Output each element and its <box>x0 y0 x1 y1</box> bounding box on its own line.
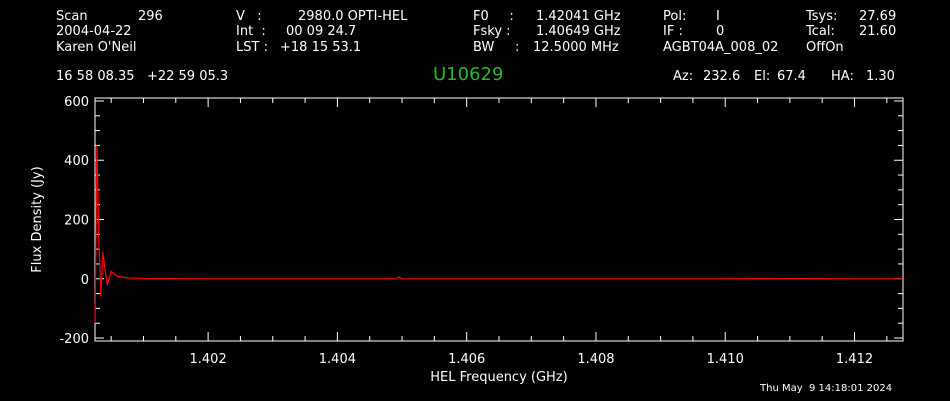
bandwidth-value: 12.5000 MHz <box>533 40 619 55</box>
plot-frame <box>94 97 904 342</box>
x-tick-label: 1.412 <box>836 352 873 367</box>
lst-value: +18 15 53.1 <box>280 40 362 55</box>
observer-name: Karen O'Neil <box>56 40 137 55</box>
x-tick-label: 1.404 <box>319 352 356 367</box>
hour-angle-label: HA: <box>831 69 854 84</box>
axis-ticks <box>95 98 903 341</box>
x-axis-label: HEL Frequency (GHz) <box>430 370 567 385</box>
integration-value: 00 09 24.7 <box>286 24 357 39</box>
if-value: 0 <box>716 24 725 39</box>
x-tick-label: 1.408 <box>577 352 614 367</box>
tcal-label: Tcal: <box>806 24 835 39</box>
tsys-label: Tsys: <box>806 9 838 24</box>
fsky-label: Fsky : <box>473 24 511 39</box>
y-tick-label: 400 <box>64 154 89 169</box>
project-id: AGBT04A_008_02 <box>663 40 779 55</box>
tcal-value: 21.60 <box>859 24 897 39</box>
procedure-mode: OffOn <box>806 40 844 55</box>
if-label: IF : <box>663 24 683 39</box>
elevation-value: 67.4 <box>777 69 806 84</box>
azimuth-label: Az: <box>673 69 694 84</box>
spectrum-line <box>94 145 903 324</box>
f0-label: F0 : <box>473 9 514 24</box>
integration-label: Int : <box>236 24 266 39</box>
scan-value: 296 <box>138 9 163 24</box>
tick-labels: 1.402 1.404 1.406 1.408 1.410 1.412 -200 0 200 40… <box>59 95 873 367</box>
y-axis-label: Flux Density (Jy) <box>30 166 45 272</box>
source-name: U10629 <box>433 64 504 85</box>
pol-label: Pol: <box>663 9 687 24</box>
lst-label: LST : <box>236 40 268 55</box>
source-coordinates: 16 58 08.35 +22 59 05.3 <box>56 69 229 84</box>
y-tick-label: 200 <box>64 214 89 229</box>
bandwidth-label: BW : <box>473 40 520 55</box>
elevation-label: El: <box>754 69 771 84</box>
f0-value: 1.42041 GHz <box>536 9 621 24</box>
plot-timestamp: Thu May 9 14:18:01 2024 <box>760 383 893 394</box>
hour-angle-value: 1.30 <box>866 69 895 84</box>
x-tick-label: 1.406 <box>448 352 485 367</box>
y-tick-label: 600 <box>64 95 89 110</box>
y-tick-label: -200 <box>59 332 89 347</box>
fsky-value: 1.40649 GHz <box>536 24 621 39</box>
y-tick-label: 0 <box>81 273 89 288</box>
obs-date: 2004-04-22 <box>56 24 132 39</box>
pol-value: I <box>716 9 720 24</box>
tsys-value: 27.69 <box>859 9 897 24</box>
scan-label: Scan <box>56 9 88 24</box>
azimuth-value: 232.6 <box>703 69 741 84</box>
x-tick-label: 1.402 <box>190 352 227 367</box>
x-tick-label: 1.410 <box>707 352 744 367</box>
velocity-label: V : <box>236 9 262 24</box>
velocity-value: 2980.0 OPTI-HEL <box>298 9 408 24</box>
